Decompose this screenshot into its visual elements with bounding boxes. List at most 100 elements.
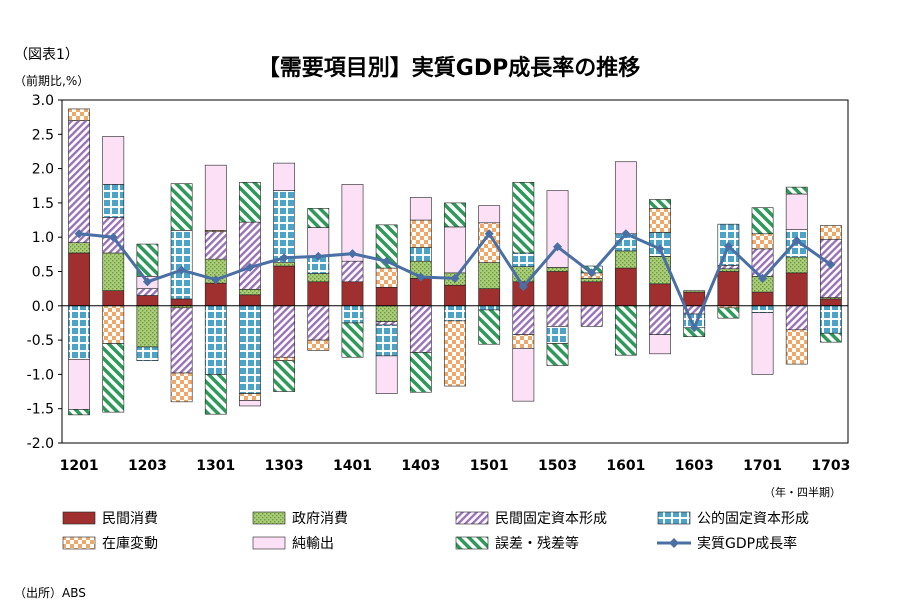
chart-title: 【需要項目別】実質GDP成長率の推移: [257, 56, 641, 81]
gdp-growth-point: [758, 273, 768, 283]
bar-statistical_discrepancy: [785, 186, 808, 195]
bar-public_fixed_investment: [375, 324, 398, 357]
y-tick-label: 2.5: [32, 127, 54, 143]
bar-private_fixed_investment: [204, 231, 227, 260]
legend-item-real_gdp_growth: 実質GDP成長率: [657, 533, 797, 553]
y-tick-label: 1.0: [32, 230, 54, 246]
bar-private_consumption: [649, 283, 671, 307]
legend-label: 在庫変動: [102, 536, 158, 552]
bar-private_consumption: [751, 291, 774, 307]
gdp-growth-point: [689, 323, 699, 333]
bar-private_fixed_investment: [170, 307, 193, 374]
x-tick-label: 1303: [265, 458, 304, 474]
bar-private_fixed_investment: [341, 260, 364, 283]
bar-statistical_discrepancy: [409, 352, 432, 393]
legend-item-private_fixed_investment: 民間固定資本形成: [455, 508, 607, 528]
bar-private_consumption: [204, 282, 227, 307]
bar-private_consumption: [273, 265, 296, 307]
bar-public_fixed_investment: [239, 305, 261, 394]
bar-statistical_discrepancy: [614, 305, 637, 356]
x-tick-label: 1501: [470, 458, 509, 474]
y-tick-label: -2.0: [27, 436, 54, 452]
bar-private_consumption: [102, 290, 125, 307]
bar-net_exports: [273, 162, 296, 191]
bar-private_fixed_investment: [273, 305, 296, 358]
bar-statistical_discrepancy: [375, 224, 398, 269]
gdp-growth-point: [792, 236, 802, 246]
bar-public_fixed_investment: [546, 326, 569, 344]
bar-private_fixed_investment: [68, 120, 90, 243]
bar-net_exports: [102, 136, 125, 185]
x-tick-label: 1701: [743, 458, 782, 474]
legend-item-private_consumption: 民間消費: [62, 508, 158, 528]
bar-private_fixed_investment: [512, 305, 535, 335]
gdp-growth-point: [484, 229, 494, 239]
bar-statistical_discrepancy: [102, 343, 125, 413]
gdp-growth-point: [587, 268, 597, 278]
bar-government_consumption: [102, 252, 125, 292]
bar-statistical_discrepancy: [307, 208, 330, 228]
bar-private_consumption: [785, 272, 808, 307]
bar-private_fixed_investment: [239, 221, 261, 290]
legend-label: 公的固定資本形成: [697, 511, 809, 527]
bar-government_consumption: [546, 267, 569, 272]
bar-public_fixed_investment: [341, 305, 364, 324]
bar-private_consumption: [478, 288, 501, 307]
bar-private_fixed_investment: [785, 305, 808, 331]
gdp-growth-point: [826, 260, 836, 270]
bar-statistical_discrepancy: [68, 409, 90, 416]
gdp-growth-point: [211, 275, 221, 285]
bar-private_fixed_investment: [409, 305, 432, 353]
bar-inventory_change: [751, 233, 774, 250]
y-axis-unit-label: （前期比,%）: [14, 74, 90, 88]
bar-public_fixed_investment: [409, 247, 432, 262]
y-tick-label: 1.5: [32, 196, 54, 212]
legend-swatch-private_fixed_investment: [455, 511, 489, 525]
bar-statistical_discrepancy: [478, 309, 501, 345]
legend-label: 政府消費: [292, 511, 348, 527]
bar-net_exports: [341, 184, 364, 262]
legend-swatch-real_gdp_growth: [657, 538, 691, 548]
bar-government_consumption: [478, 262, 501, 289]
legend-item-public_fixed_investment: 公的固定資本形成: [657, 508, 809, 528]
y-tick-label: -1.5: [27, 402, 54, 418]
legend-label: 実質GDP成長率: [697, 536, 798, 552]
bar-private_consumption: [409, 278, 432, 307]
legend-swatch-private_consumption: [62, 511, 96, 525]
legend-swatch-government_consumption: [252, 511, 286, 525]
legend-label: 純輸出: [292, 536, 334, 552]
bar-inventory_change: [409, 219, 432, 248]
bar-private_consumption: [717, 271, 740, 307]
gdp-growth-point: [74, 229, 84, 239]
gdp-growth-point: [382, 256, 392, 266]
gdp-growth-point: [518, 282, 528, 292]
bar-net_exports: [785, 193, 808, 230]
bar-inventory_change: [649, 208, 671, 233]
gdp-growth-point: [655, 244, 665, 254]
y-tick-label: 2.0: [32, 162, 54, 178]
bar-private_consumption: [683, 291, 706, 307]
bar-government_consumption: [375, 305, 398, 322]
y-tick-label: 0.5: [32, 265, 54, 281]
source-note: （出所）ABS: [14, 586, 86, 600]
bar-public_fixed_investment: [273, 190, 296, 263]
bar-private_consumption: [546, 271, 569, 307]
bar-net_exports: [204, 164, 227, 231]
bar-statistical_discrepancy: [512, 182, 535, 254]
bar-inventory_change: [170, 372, 193, 403]
bar-net_exports: [478, 205, 501, 224]
x-tick-label: 1201: [60, 458, 99, 474]
legend-item-statistical_discrepancy: 誤差・残差等: [455, 533, 579, 553]
bar-statistical_discrepancy: [239, 182, 261, 223]
bar-inventory_change: [785, 329, 808, 365]
bar-private_consumption: [239, 294, 261, 307]
legend-item-inventory_change: 在庫変動: [62, 533, 158, 553]
bar-government_consumption: [614, 250, 637, 269]
bar-inventory_change: [820, 225, 842, 240]
bar-private_consumption: [444, 284, 466, 307]
legend-swatch-inventory_change: [62, 536, 96, 550]
bar-public_fixed_investment: [444, 305, 466, 322]
bar-public_fixed_investment: [751, 305, 774, 313]
bar-inventory_change: [307, 339, 330, 351]
gdp-growth-point: [723, 241, 733, 251]
